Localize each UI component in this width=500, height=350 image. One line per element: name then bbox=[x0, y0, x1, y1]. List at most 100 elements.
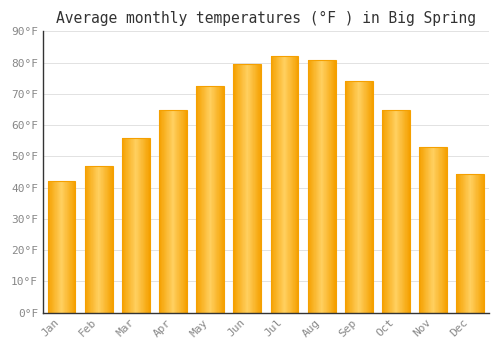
Bar bbox=[314, 60, 315, 313]
Bar bbox=[433, 147, 434, 313]
Bar bbox=[104, 166, 105, 313]
Bar bbox=[239, 64, 240, 313]
Bar bbox=[234, 64, 235, 313]
Bar bbox=[243, 64, 244, 313]
Bar bbox=[204, 86, 205, 313]
Bar bbox=[178, 110, 179, 313]
Bar bbox=[197, 86, 198, 313]
Bar bbox=[136, 138, 137, 313]
Bar bbox=[321, 60, 322, 313]
Bar bbox=[398, 110, 399, 313]
Bar bbox=[52, 181, 53, 313]
Bar bbox=[310, 60, 311, 313]
Bar bbox=[382, 110, 383, 313]
Bar bbox=[396, 110, 397, 313]
Bar bbox=[208, 86, 209, 313]
Bar bbox=[179, 110, 180, 313]
Bar bbox=[130, 138, 131, 313]
Bar bbox=[280, 56, 281, 313]
Bar bbox=[217, 86, 218, 313]
Bar bbox=[55, 181, 56, 313]
Bar bbox=[111, 166, 112, 313]
Bar bbox=[242, 64, 243, 313]
Bar bbox=[270, 56, 271, 313]
Bar bbox=[96, 166, 97, 313]
Bar bbox=[404, 110, 405, 313]
Bar bbox=[235, 64, 236, 313]
Bar bbox=[444, 147, 445, 313]
Bar bbox=[171, 110, 172, 313]
Bar bbox=[294, 56, 295, 313]
Bar bbox=[212, 86, 213, 313]
Bar bbox=[180, 110, 181, 313]
Bar bbox=[367, 82, 368, 313]
Bar bbox=[286, 56, 288, 313]
Bar bbox=[434, 147, 435, 313]
Bar bbox=[48, 181, 76, 313]
Bar bbox=[260, 64, 262, 313]
Title: Average monthly temperatures (°F ) in Big Spring: Average monthly temperatures (°F ) in Bi… bbox=[56, 11, 476, 26]
Bar bbox=[445, 147, 446, 313]
Bar bbox=[216, 86, 217, 313]
Bar bbox=[62, 181, 63, 313]
Bar bbox=[402, 110, 403, 313]
Bar bbox=[356, 82, 357, 313]
Bar bbox=[430, 147, 431, 313]
Bar bbox=[89, 166, 90, 313]
Bar bbox=[477, 174, 478, 313]
Bar bbox=[215, 86, 216, 313]
Bar bbox=[288, 56, 289, 313]
Bar bbox=[312, 60, 313, 313]
Bar bbox=[101, 166, 102, 313]
Bar bbox=[141, 138, 142, 313]
Bar bbox=[446, 147, 447, 313]
Bar bbox=[405, 110, 406, 313]
Bar bbox=[395, 110, 396, 313]
Bar bbox=[278, 56, 279, 313]
Bar bbox=[218, 86, 219, 313]
Bar bbox=[354, 82, 355, 313]
Bar bbox=[234, 64, 262, 313]
Bar bbox=[406, 110, 407, 313]
Bar bbox=[133, 138, 134, 313]
Bar bbox=[134, 138, 135, 313]
Bar bbox=[198, 86, 199, 313]
Bar bbox=[293, 56, 294, 313]
Bar bbox=[161, 110, 162, 313]
Bar bbox=[128, 138, 129, 313]
Bar bbox=[420, 147, 421, 313]
Bar bbox=[472, 174, 473, 313]
Bar bbox=[74, 181, 75, 313]
Bar bbox=[129, 138, 130, 313]
Bar bbox=[326, 60, 327, 313]
Bar bbox=[351, 82, 352, 313]
Bar bbox=[139, 138, 140, 313]
Bar bbox=[61, 181, 62, 313]
Bar bbox=[127, 138, 128, 313]
Bar bbox=[292, 56, 293, 313]
Bar bbox=[456, 174, 457, 313]
Bar bbox=[422, 147, 423, 313]
Bar bbox=[59, 181, 60, 313]
Bar bbox=[159, 110, 160, 313]
Bar bbox=[471, 174, 472, 313]
Bar bbox=[159, 110, 187, 313]
Bar bbox=[392, 110, 393, 313]
Bar bbox=[199, 86, 200, 313]
Bar bbox=[371, 82, 372, 313]
Bar bbox=[48, 181, 50, 313]
Bar bbox=[474, 174, 475, 313]
Bar bbox=[328, 60, 329, 313]
Bar bbox=[162, 110, 163, 313]
Bar bbox=[397, 110, 398, 313]
Bar bbox=[440, 147, 441, 313]
Bar bbox=[382, 110, 410, 313]
Bar bbox=[85, 166, 86, 313]
Bar bbox=[245, 64, 246, 313]
Bar bbox=[468, 174, 469, 313]
Bar bbox=[345, 82, 346, 313]
Bar bbox=[58, 181, 59, 313]
Bar bbox=[419, 147, 420, 313]
Bar bbox=[66, 181, 67, 313]
Bar bbox=[431, 147, 432, 313]
